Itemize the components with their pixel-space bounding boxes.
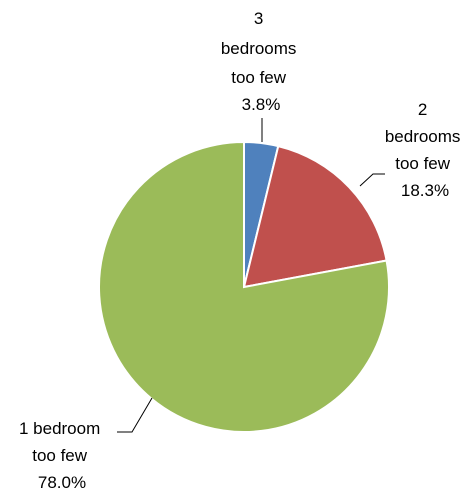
slice-label-line: bedrooms	[221, 39, 297, 58]
leader-lines	[117, 118, 385, 433]
slice-label-line: too few	[231, 68, 287, 87]
slice-label-line: too few	[395, 154, 451, 173]
slice-label-line: 3	[254, 9, 263, 28]
slice-label-line: bedrooms	[385, 127, 461, 146]
slice-label-2-bedrooms: 2 bedrooms too few 18.3%	[385, 100, 465, 200]
slice-label-line: 1 bedroom	[19, 419, 100, 438]
pie-slice-2-bedrooms	[242, 144, 388, 289]
leader-line-1-bedroom	[117, 397, 153, 433]
slice-label-line: 2	[418, 100, 427, 119]
slice-percent-label: 78.0%	[38, 473, 86, 491]
leader-line-2-bedrooms	[359, 173, 385, 187]
slice-label-line: too few	[32, 446, 88, 465]
slice-percent-label: 18.3%	[401, 181, 449, 200]
pie-slices	[98, 140, 390, 433]
slice-percent-label: 3.8%	[242, 95, 281, 114]
slice-label-1-bedroom: 1 bedroom too few 78.0%	[19, 419, 105, 491]
slice-label-3-bedrooms: 3 bedrooms too few 3.8%	[221, 9, 301, 114]
